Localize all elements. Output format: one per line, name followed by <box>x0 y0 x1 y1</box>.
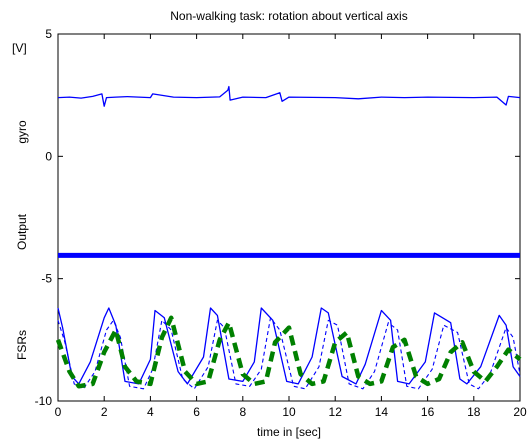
axis-ticks: 0 2 4 6 8 10 12 14 16 18 20 -10 -5 0 5 <box>35 27 527 419</box>
chart-title: Non-walking task: rotation about vertica… <box>170 9 407 23</box>
series-line-fsr-dashed <box>57 317 521 390</box>
x-tick-label: 6 <box>193 405 200 419</box>
x-tick-label: 18 <box>467 405 481 419</box>
x-tick-label: 20 <box>513 405 527 419</box>
x-tick-label: 14 <box>375 405 389 419</box>
row-label-gyro: gyro <box>15 120 29 144</box>
unit-label: [V] <box>12 41 27 55</box>
series-line-fsr-thick <box>55 315 522 389</box>
x-tick-label: 12 <box>329 405 343 419</box>
y-tick-label: -10 <box>35 394 53 408</box>
x-tick-label: 16 <box>421 405 435 419</box>
x-axis-label: time in [sec] <box>257 425 321 439</box>
x-tick-label: 4 <box>147 405 154 419</box>
x-tick-label: 0 <box>55 405 62 419</box>
series-line-gyro <box>57 85 521 107</box>
plot-frame <box>57 33 521 402</box>
row-label-output: Output <box>15 213 29 250</box>
x-tick-label: 10 <box>282 405 296 419</box>
y-tick-label: 0 <box>45 149 52 163</box>
row-label-fsrs: FSRs <box>15 330 29 360</box>
x-tick-label: 2 <box>101 405 108 419</box>
series-line-fsr-solid <box>57 307 521 385</box>
y-tick-label: -5 <box>41 272 52 286</box>
x-tick-label: 8 <box>239 405 246 419</box>
plot-lines <box>55 85 522 390</box>
y-tick-label: 5 <box>45 27 52 41</box>
